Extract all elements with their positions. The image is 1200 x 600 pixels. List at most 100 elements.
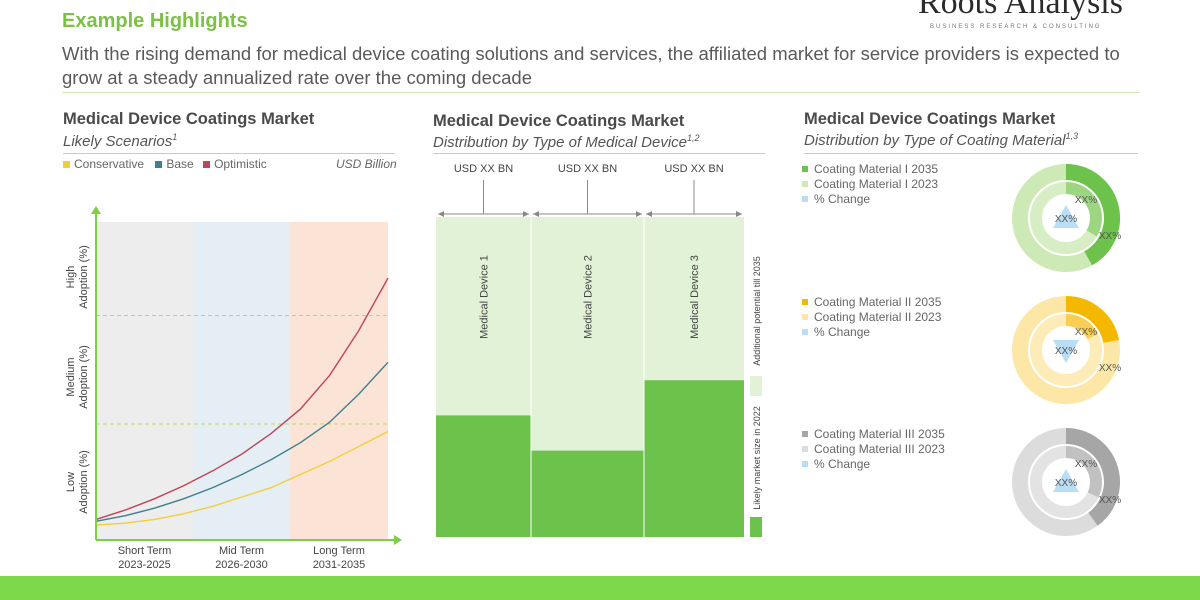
device-title: Medical Device Coatings Market (433, 112, 685, 130)
bar-market-size (531, 450, 644, 537)
brand-logo: Roots Analysis (918, 0, 1123, 21)
legend-label: Coating Material III 2023 (814, 442, 945, 456)
value-label: USD XX BN (558, 163, 617, 175)
donut-legend-item: Coating Material III 2023 (800, 442, 945, 457)
bar-additional-potential (531, 217, 644, 451)
side-label-bottom: Likely market size in 2022 (752, 406, 762, 510)
donut-legend-item: % Change (800, 325, 941, 340)
legend-swatch (802, 329, 808, 335)
donut-legend-item: % Change (800, 457, 945, 472)
legend-swatch (802, 299, 808, 305)
period-years: 2026-2030 (215, 559, 268, 571)
donut-inner-segment (1065, 182, 1102, 237)
bracket-arrow (646, 211, 652, 217)
bracket-arrow (736, 211, 742, 217)
y-axis-label: MediumAdoption (%) (65, 345, 90, 409)
bracket-arrow (523, 211, 529, 217)
bar-market-size (436, 415, 531, 537)
donut-legend-item: Coating Material II 2023 (800, 310, 941, 325)
y-axis-arrow (91, 206, 101, 214)
series-line-conservative (95, 430, 389, 526)
scenarios-rule (63, 153, 395, 154)
material-title: Medical Device Coatings Market (804, 110, 1056, 128)
side-key-market-size (750, 517, 762, 537)
legend-swatch (802, 431, 808, 437)
legend-swatch (802, 446, 808, 452)
legend-conservative: Conservative (63, 157, 144, 171)
legend-label: % Change (814, 192, 871, 206)
legend-label: % Change (814, 457, 871, 471)
legend-label: Coating Material II 2023 (814, 310, 942, 324)
footer-bar (0, 576, 1200, 600)
change-triangle-icon (1053, 205, 1079, 228)
period-label: Mid Term (219, 545, 264, 557)
bracket-arrow (438, 211, 444, 217)
legend-swatch (802, 181, 808, 187)
legend-label: Coating Material I 2035 (814, 162, 939, 176)
legend-label: % Change (814, 325, 871, 339)
donut-legend-1: Coating Material I 2035 Coating Material … (800, 162, 938, 207)
donut-outer-segment (1065, 164, 1121, 266)
donut-outer-label: XX% (1099, 363, 1121, 374)
side-label-top: Additional potential till 2035 (752, 256, 762, 366)
donut-center-label: XX% (1055, 346, 1077, 357)
series-line-base (95, 361, 389, 522)
y-axis-label: HighAdoption (%) (65, 245, 90, 309)
legend-swatch (155, 161, 163, 168)
legend-swatch (203, 161, 211, 168)
category-label: Medical Device 3 (689, 255, 701, 339)
legend-optimistic: Optimistic (203, 157, 267, 171)
category-label: Medical Device 1 (479, 255, 491, 339)
device-rule (433, 153, 765, 154)
bracket-arrow (533, 211, 539, 217)
donut-inner-segment (1065, 314, 1099, 340)
legend-swatch (802, 314, 808, 320)
change-triangle-icon (1053, 340, 1079, 363)
donut-inner-label: XX% (1075, 195, 1097, 206)
material-subtitle: Distribution by Type of Coating Material… (804, 131, 1079, 149)
bar-market-size (644, 380, 744, 537)
page-subtitle: With the rising demand for medical devic… (62, 43, 1120, 88)
donut-legend-item: % Change (800, 192, 938, 207)
donut-center-label: XX% (1055, 214, 1077, 225)
donut-legend-item: Coating Material I 2035 (800, 162, 938, 177)
donut-legend-3: Coating Material III 2035 Coating Materia… (800, 427, 945, 472)
legend-base: Base (155, 157, 194, 171)
value-label: USD XX BN (664, 163, 723, 175)
header-divider (62, 92, 1140, 93)
legend-swatch (802, 166, 808, 172)
donut-outer-segment (1065, 428, 1120, 526)
side-key-additional (750, 376, 762, 396)
donut-outer-segment (1065, 296, 1120, 344)
donut-inner-label: XX% (1075, 327, 1097, 338)
period-years: 2023-2025 (118, 559, 171, 571)
legend-label: Coating Material III 2035 (814, 427, 945, 441)
scenarios-unit: USD Billion (336, 157, 397, 171)
value-label: USD XX BN (454, 163, 513, 175)
period-band (96, 222, 193, 540)
donut-outer-label: XX% (1099, 495, 1121, 506)
period-years: 2031-2035 (313, 559, 366, 571)
legend-swatch (63, 161, 70, 168)
bar-additional-potential (436, 217, 531, 416)
series-line-optimistic (95, 277, 389, 521)
x-axis-arrow (394, 535, 402, 545)
change-triangle-icon (1053, 469, 1079, 492)
donut-center-label: XX% (1055, 478, 1077, 489)
legend-swatch (802, 196, 808, 202)
donut-legend-item: Coating Material I 2023 (800, 177, 938, 192)
donut-inner-label: XX% (1075, 459, 1097, 470)
donut-legend-item: Coating Material II 2035 (800, 295, 941, 310)
legend-swatch (802, 461, 808, 467)
bar-additional-potential (644, 217, 744, 381)
material-rule (804, 153, 1138, 154)
scenarios-title: Medical Device Coatings Market (63, 110, 315, 128)
scenarios-legend: Conservative Base Optimistic (63, 157, 267, 171)
period-label: Long Term (313, 545, 365, 557)
brand-tagline: BUSINESS RESEARCH & CONSULTING (930, 24, 1102, 30)
bracket-arrow (636, 211, 642, 217)
legend-label: Coating Material I 2023 (814, 177, 939, 191)
donut-legend-2: Coating Material II 2035 Coating Material… (800, 295, 941, 340)
